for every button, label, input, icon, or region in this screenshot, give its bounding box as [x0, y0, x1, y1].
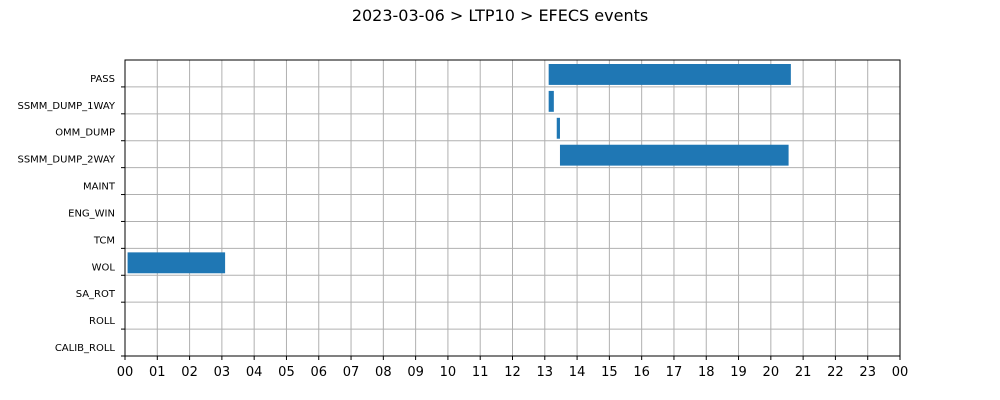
- x-tick-label: 18: [698, 365, 715, 380]
- event-bar-ssmm-dump-2way: [559, 144, 789, 166]
- y-tick-label: MAINT: [83, 182, 116, 193]
- y-tick-label: CALIB_ROLL: [55, 343, 116, 354]
- x-tick-label: 04: [246, 365, 263, 380]
- x-tick-label: 08: [375, 365, 392, 380]
- y-axis: PASS SSMM_DUMP_1WAY OMM_DUMP SSMM_DUMP_2WAY…: [17, 74, 125, 357]
- x-tick-label: 09: [407, 365, 424, 380]
- x-tick-label: 21: [795, 365, 812, 380]
- x-tick-label: 11: [472, 365, 489, 380]
- y-tick-label: WOL: [92, 262, 116, 273]
- event-bar-omm-dump: [556, 117, 560, 139]
- x-tick-label: 23: [859, 365, 876, 380]
- y-tick-label: OMM_DUMP: [55, 128, 115, 139]
- y-tick-label: SSMM_DUMP_1WAY: [17, 101, 115, 112]
- x-axis: 00 01 02 03 04 05 06 07 08 09 10 11 12 13 14 15 16 17 18 19…: [117, 356, 909, 380]
- y-tick-label: ROLL: [89, 316, 115, 327]
- x-tick-label: 10: [440, 365, 457, 380]
- event-bar-wol: [127, 252, 226, 274]
- y-tick-label: PASS: [90, 74, 115, 85]
- grid-lines: [125, 60, 900, 356]
- x-tick-label: 14: [569, 365, 586, 380]
- x-tick-label: 02: [181, 365, 198, 380]
- x-tick-label: 00: [892, 365, 909, 380]
- x-tick-label: 00: [117, 365, 134, 380]
- x-tick-label: 13: [537, 365, 554, 380]
- y-tick-label: ENG_WIN: [68, 208, 115, 219]
- x-tick-label: 19: [730, 365, 747, 380]
- x-tick-label: 12: [504, 365, 521, 380]
- x-tick-label: 06: [310, 365, 327, 380]
- x-tick-label: 17: [666, 365, 683, 380]
- x-tick-label: 16: [633, 365, 650, 380]
- x-tick-label: 03: [214, 365, 231, 380]
- chart-title: 2023-03-06 > LTP10 > EFECS events: [351, 6, 649, 25]
- y-tick-label: SA_ROT: [76, 289, 116, 300]
- y-tick-label: TCM: [93, 235, 115, 246]
- x-tick-label: 01: [149, 365, 166, 380]
- x-tick-label: 22: [827, 365, 844, 380]
- event-bar-pass: [548, 64, 791, 85]
- x-tick-label: 15: [601, 365, 618, 380]
- x-tick-label: 05: [278, 365, 295, 380]
- x-tick-label: 20: [763, 365, 780, 380]
- event-bars: [127, 64, 791, 274]
- y-tick-label: SSMM_DUMP_2WAY: [17, 155, 115, 166]
- event-bar-ssmm-dump-1way: [548, 90, 554, 112]
- x-tick-label: 07: [343, 365, 360, 380]
